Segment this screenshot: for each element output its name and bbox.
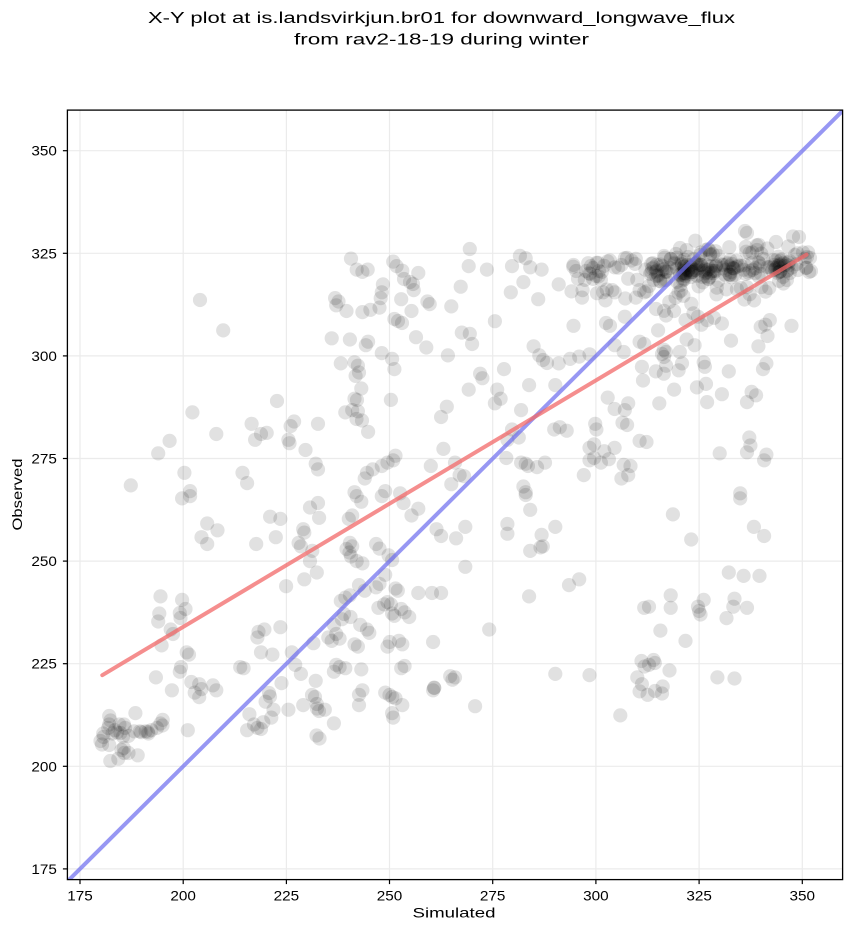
- svg-text:350: 350: [790, 888, 816, 904]
- svg-text:X-Y plot at is.landsvirkjun.br: X-Y plot at is.landsvirkjun.br01 for dow…: [148, 10, 735, 27]
- svg-text:300: 300: [583, 888, 609, 904]
- svg-text:175: 175: [31, 861, 57, 877]
- svg-text:275: 275: [480, 888, 506, 904]
- svg-text:from rav2-18-19 during winter: from rav2-18-19 during winter: [294, 32, 589, 49]
- svg-text:200: 200: [31, 758, 57, 774]
- svg-text:325: 325: [31, 245, 57, 261]
- svg-text:225: 225: [274, 888, 300, 904]
- svg-text:200: 200: [170, 888, 196, 904]
- svg-text:250: 250: [377, 888, 403, 904]
- svg-text:Simulated: Simulated: [413, 905, 496, 921]
- svg-text:350: 350: [31, 143, 57, 159]
- svg-text:275: 275: [31, 451, 57, 467]
- svg-text:Observed: Observed: [9, 459, 25, 531]
- svg-text:250: 250: [31, 553, 57, 569]
- svg-text:225: 225: [31, 656, 57, 672]
- svg-text:175: 175: [67, 888, 93, 904]
- svg-text:325: 325: [686, 888, 712, 904]
- svg-text:300: 300: [31, 348, 57, 364]
